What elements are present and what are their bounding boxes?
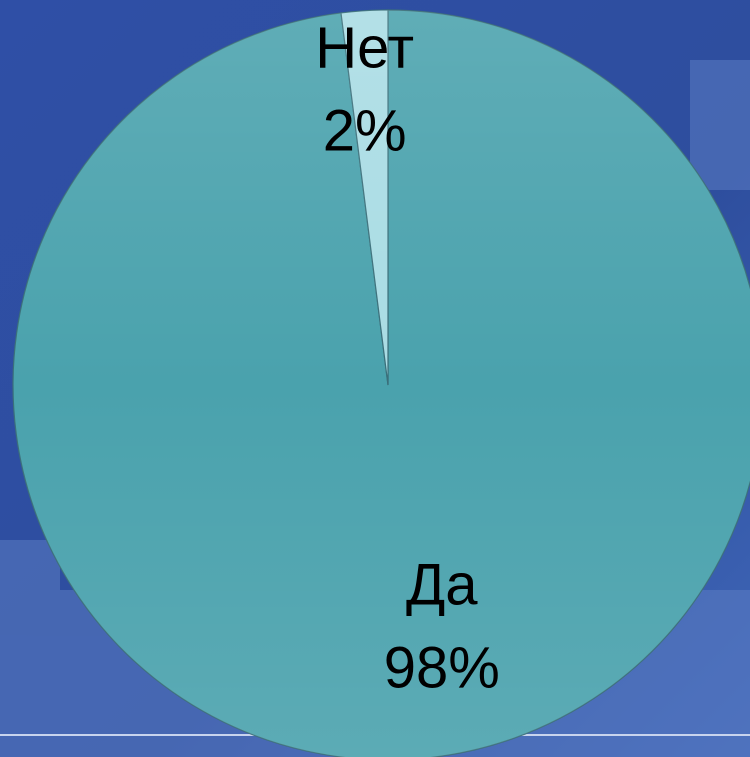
category-label: Нет <box>315 15 414 80</box>
value-label: 98% <box>384 635 500 700</box>
value-label: 2% <box>323 98 407 163</box>
labels: Да 98% Нет 2% <box>315 15 500 700</box>
category-label: Да <box>406 552 478 617</box>
